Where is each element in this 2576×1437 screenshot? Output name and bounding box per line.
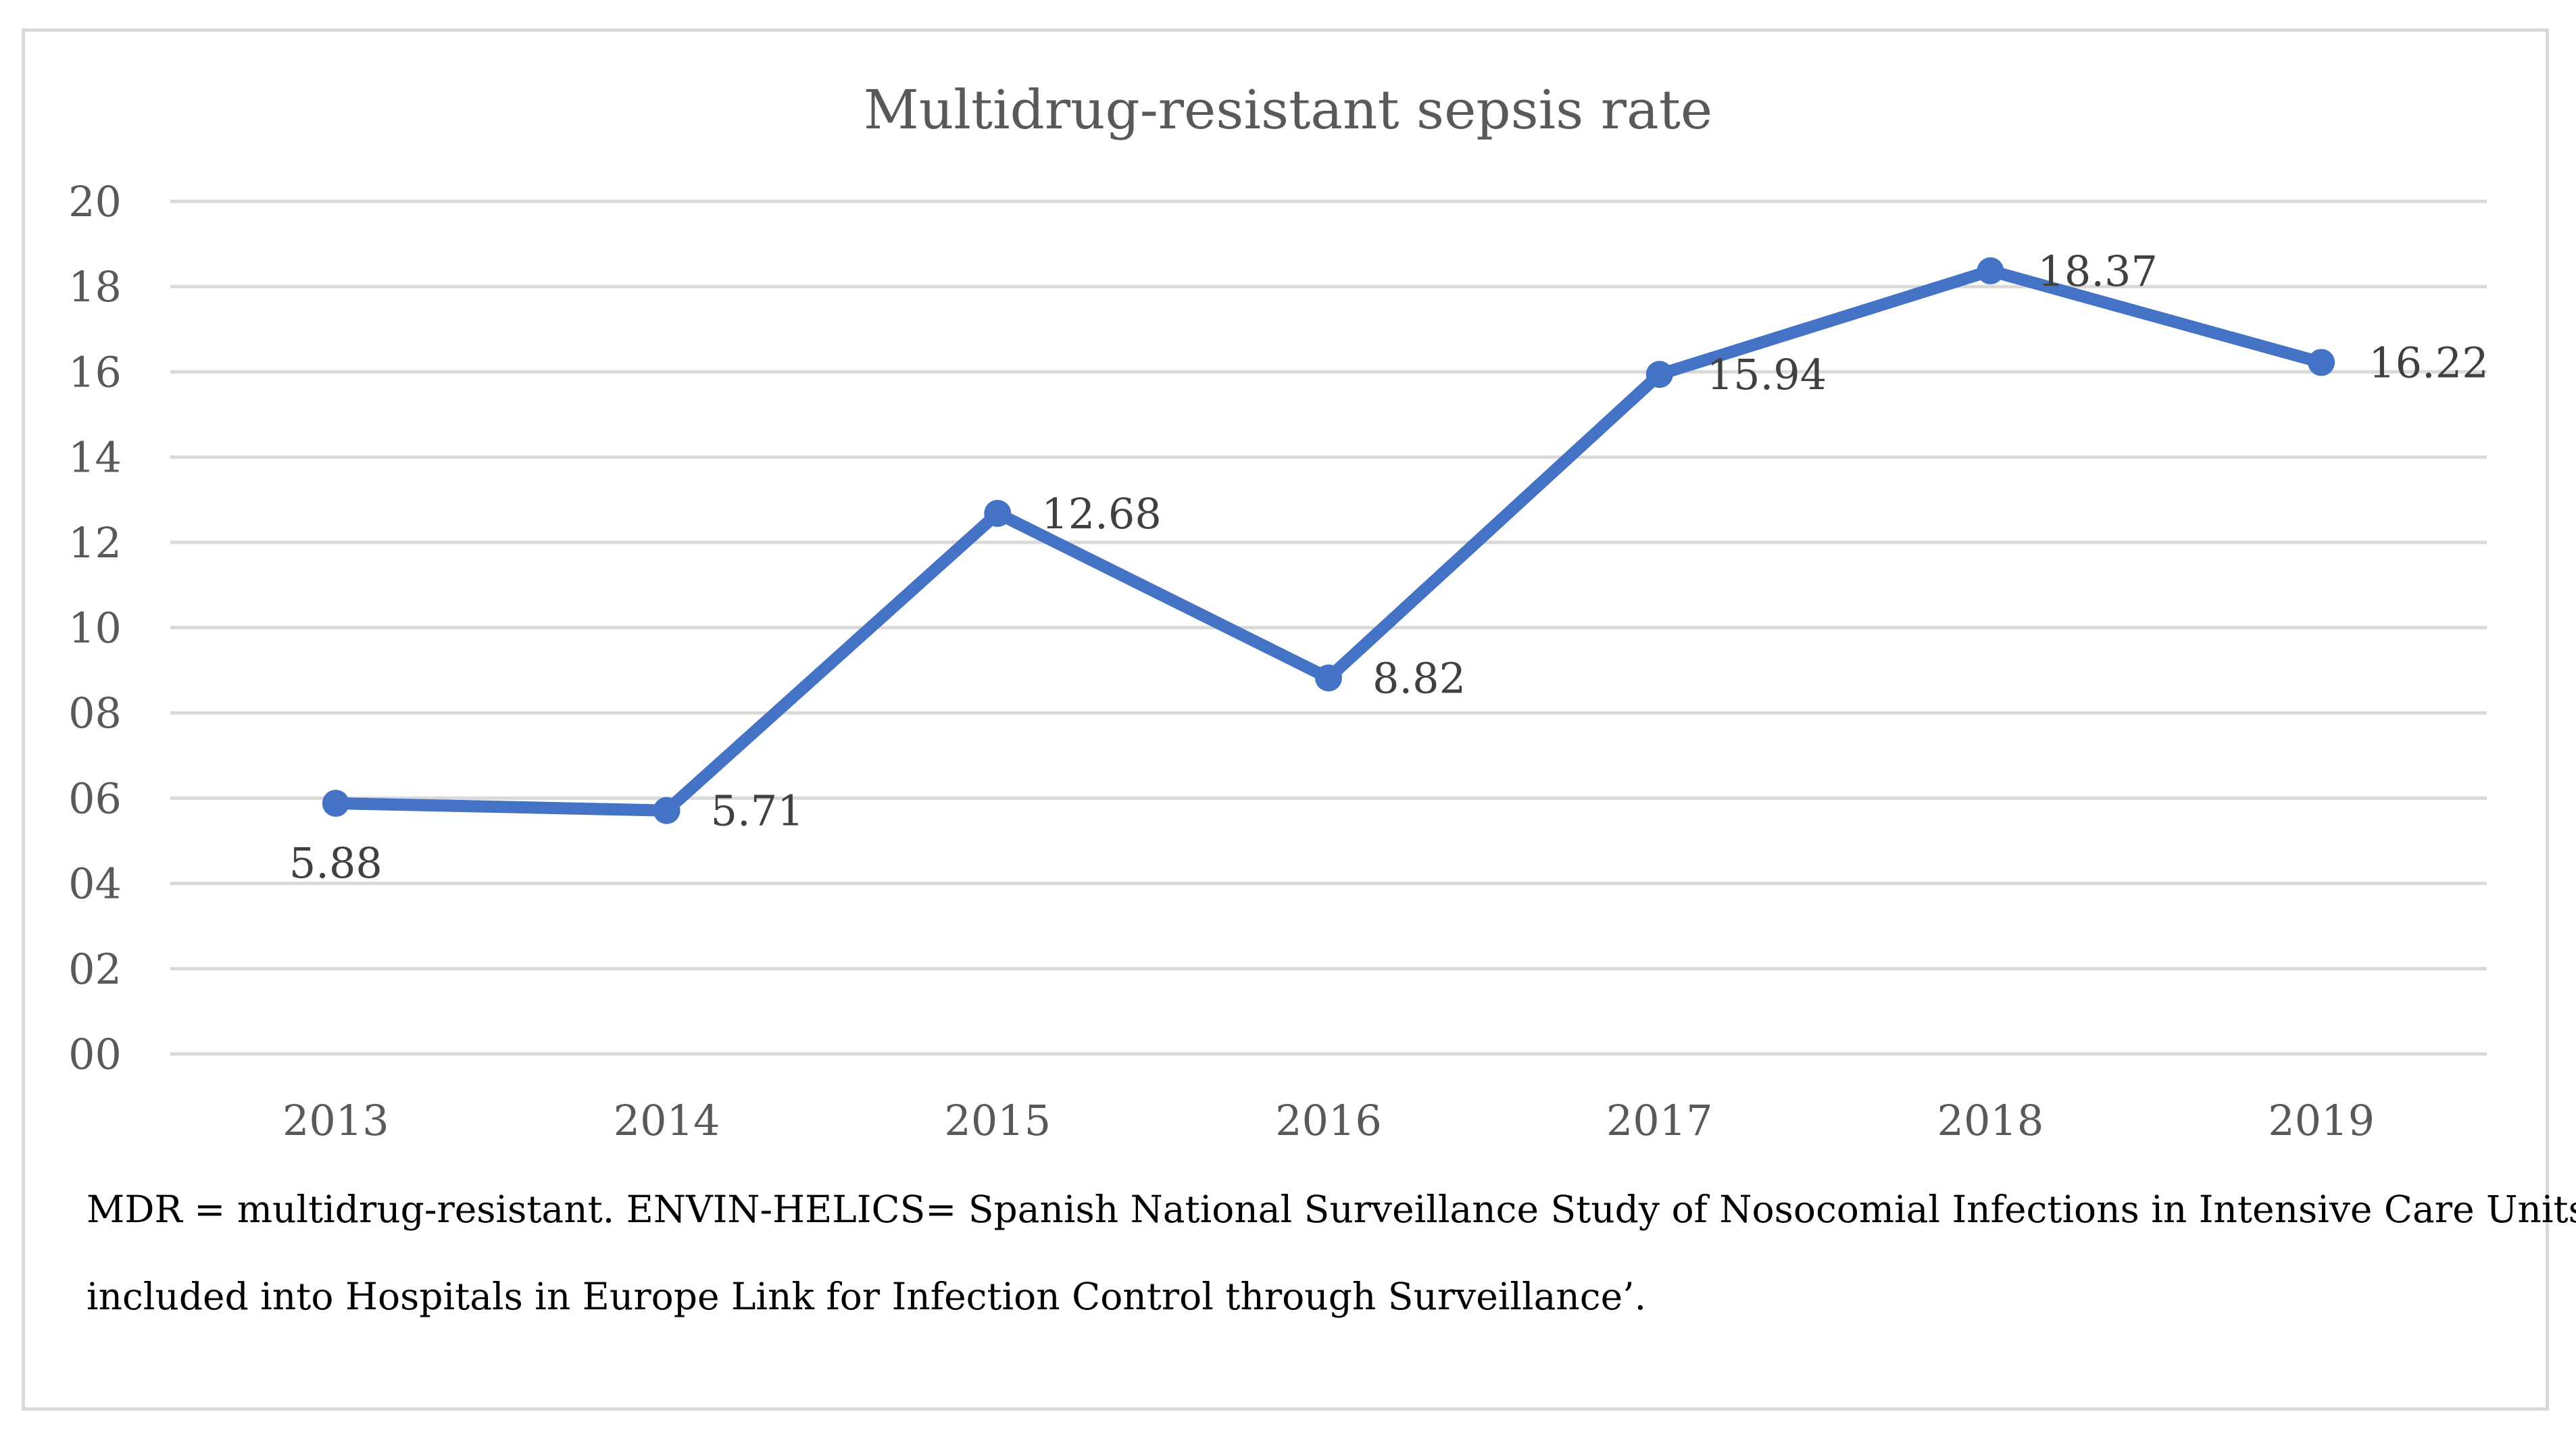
data-label: 18.37 <box>2037 247 2158 296</box>
data-point <box>653 797 680 824</box>
y-tick-label: 20 <box>68 177 122 226</box>
data-labels: 5.88 5.71 12.68 8.82 15.94 18.37 16.22 <box>289 247 2489 888</box>
y-axis-ticks: 00 02 04 06 08 10 12 14 16 18 20 <box>68 177 122 1079</box>
y-tick-label: 04 <box>68 859 122 909</box>
y-tick-label: 10 <box>68 603 122 653</box>
data-point <box>1977 257 2004 284</box>
y-tick-label: 12 <box>68 518 122 568</box>
data-label: 12.68 <box>1041 489 1162 538</box>
data-point <box>322 789 349 817</box>
y-tick-label: 14 <box>68 433 122 482</box>
y-tick-label: 16 <box>68 347 122 397</box>
data-label: 15.94 <box>1707 350 1827 399</box>
x-tick-label: 2016 <box>1275 1096 1382 1145</box>
data-point <box>1315 664 1342 692</box>
x-tick-label: 2019 <box>2268 1096 2375 1145</box>
x-tick-label: 2014 <box>614 1096 720 1145</box>
y-tick-label: 18 <box>68 262 122 311</box>
x-axis-ticks: 2013 2014 2015 2016 2017 2018 2019 <box>282 1096 2375 1145</box>
caption-line-1: MDR = multidrug-resistant. ENVIN-HELICS=… <box>86 1188 2576 1231</box>
data-label: 5.88 <box>289 838 382 888</box>
y-tick-label: 02 <box>68 944 122 994</box>
chart-title: Multidrug-resistant sepsis rate <box>864 78 1712 141</box>
data-label: 8.82 <box>1372 653 1466 703</box>
y-tick-label: 06 <box>68 774 122 823</box>
data-point <box>984 499 1012 527</box>
x-tick-label: 2017 <box>1606 1096 1713 1145</box>
series-layer <box>322 257 2335 824</box>
x-tick-label: 2018 <box>1937 1096 2044 1145</box>
data-point <box>2308 349 2335 376</box>
series-line <box>329 264 2328 817</box>
x-tick-label: 2015 <box>944 1096 1051 1145</box>
x-tick-label: 2013 <box>282 1096 389 1145</box>
chart-frame <box>22 28 2549 1411</box>
y-tick-label: 08 <box>68 688 122 738</box>
y-tick-label: 00 <box>68 1030 122 1079</box>
data-point <box>1645 361 1673 388</box>
data-label: 5.71 <box>711 786 804 836</box>
caption-line-2: included into Hospitals in Europe Link f… <box>86 1275 1647 1318</box>
data-label: 16.22 <box>2369 338 2489 388</box>
gridlines <box>170 199 2487 1056</box>
